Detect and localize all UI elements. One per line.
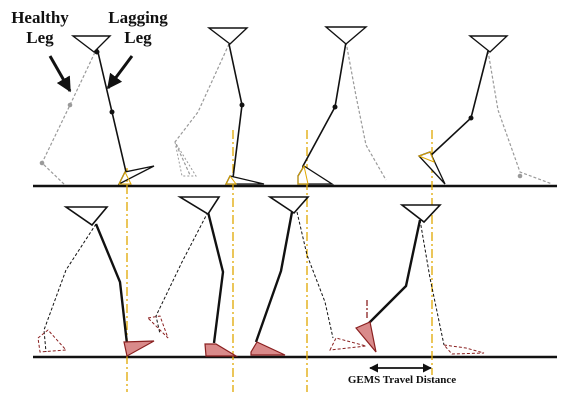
healthy-leg-label-line1: Healthy <box>11 8 69 27</box>
healthy-leg <box>174 43 230 176</box>
healthy-leg <box>487 50 553 185</box>
foot <box>224 175 265 185</box>
foot <box>355 321 377 353</box>
foot <box>297 165 335 185</box>
healthy-leg <box>296 211 334 339</box>
hip-triangle <box>324 26 368 45</box>
healthy-leg <box>43 223 97 353</box>
hip-triangle <box>63 206 109 227</box>
top-figure-3 <box>297 26 387 185</box>
bottom-figure-4 <box>355 204 485 355</box>
foot <box>123 340 155 357</box>
healthy-leg-label-line2: Leg <box>26 28 54 47</box>
foot <box>204 343 239 357</box>
bottom-figure-3 <box>250 196 367 356</box>
foot <box>250 341 286 356</box>
hip-triangle <box>177 196 221 216</box>
healthy-leg <box>345 41 387 181</box>
lagging-leg <box>427 50 489 159</box>
lagging-leg-label: Lagging Leg <box>106 8 170 48</box>
lagging-leg-arrow <box>106 55 134 90</box>
foot <box>117 165 155 186</box>
lagging-leg <box>94 223 129 345</box>
hip-triangle <box>468 35 509 53</box>
bottom-figure-1 <box>37 206 155 357</box>
healthy-leg <box>155 211 209 335</box>
top-figure-4 <box>417 35 553 185</box>
healthy-leg <box>41 47 98 186</box>
lagging-leg <box>206 211 225 344</box>
healthy-leg-label: Healthy Leg <box>10 8 70 48</box>
top-figure-1 <box>39 35 155 186</box>
lagging-leg <box>228 43 243 179</box>
hip-triangle <box>70 35 112 53</box>
lagging-leg <box>301 41 347 181</box>
healthy-leg-arrow <box>48 55 72 93</box>
lagging-leg-label-line2: Leg <box>124 28 152 47</box>
lagging-leg <box>254 211 294 343</box>
hip-triangle <box>399 204 442 224</box>
hip-triangle <box>206 27 249 45</box>
gems-travel-distance-label: GEMS Travel Distance <box>347 374 457 386</box>
hip-triangle <box>267 196 310 215</box>
lagging-leg <box>367 219 422 325</box>
lagging-leg-label-line1: Lagging <box>108 8 168 27</box>
top-figure-2 <box>174 27 265 185</box>
bottom-figure-2 <box>146 196 239 357</box>
